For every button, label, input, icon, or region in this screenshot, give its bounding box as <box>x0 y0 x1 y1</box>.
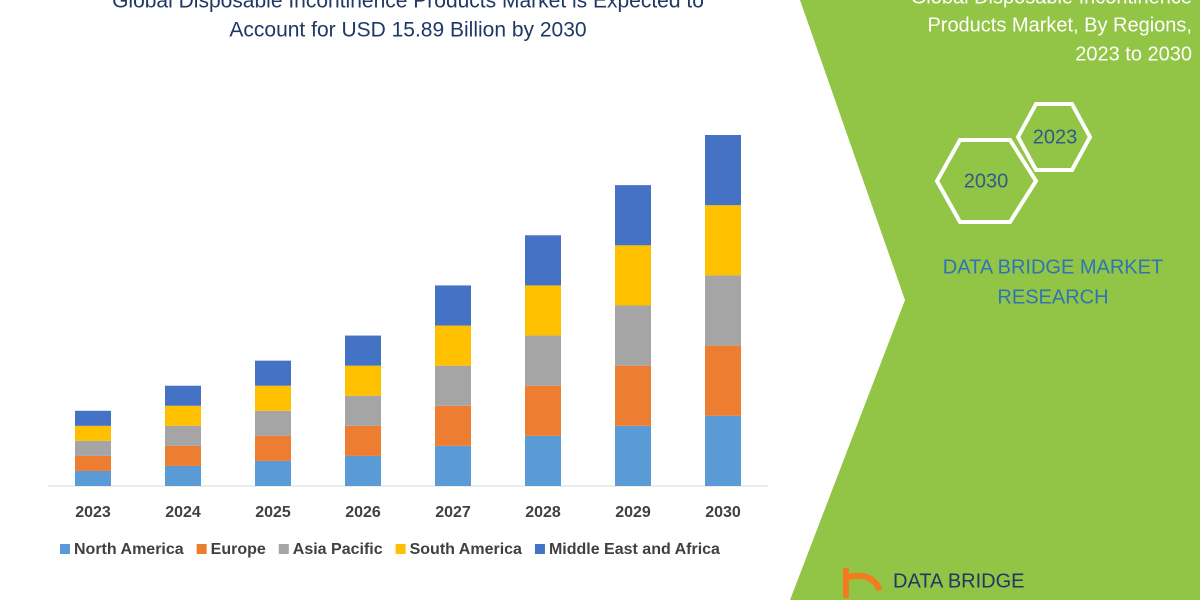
legend-swatch <box>534 544 545 554</box>
x-tick-label: 2023 <box>75 504 111 521</box>
bar-segment <box>525 335 561 386</box>
bar-segment <box>705 345 741 416</box>
side-title: Global Disposable Incontinence <box>911 0 1192 8</box>
bar-segment <box>705 135 741 206</box>
x-tick-label: 2030 <box>705 504 741 521</box>
x-tick-label: 2026 <box>345 504 381 521</box>
legend-label: Middle East and Africa <box>549 541 720 558</box>
chart-title: Account for USD 15.89 Billion by 2030 <box>229 19 586 42</box>
side-panel <box>790 0 1200 600</box>
bar-segment <box>255 385 291 411</box>
bar-segment <box>75 425 111 441</box>
legend-label: Asia Pacific <box>293 541 383 558</box>
bar-segment <box>705 205 741 276</box>
legend-label: South America <box>410 541 522 558</box>
bar-segment <box>435 445 471 486</box>
bar-segment <box>255 410 291 436</box>
x-tick-label: 2027 <box>435 504 471 521</box>
brand-text: RESEARCH <box>997 286 1108 308</box>
bar-segment <box>615 365 651 426</box>
brand-text: DATA BRIDGE MARKET <box>943 256 1163 278</box>
bar-segment <box>525 435 561 486</box>
legend-swatch <box>395 544 406 554</box>
legend-swatch <box>278 544 289 554</box>
hexagon <box>934 138 1039 224</box>
legend-swatch <box>60 544 70 554</box>
legend-label: North America <box>74 541 184 558</box>
bar-segment <box>435 405 471 446</box>
bar-segment <box>435 365 471 406</box>
bar-segment <box>75 455 111 471</box>
chart-title: Global Disposable Incontinence Products … <box>112 0 704 13</box>
bar-segment <box>525 235 561 286</box>
bar-segment <box>75 440 111 456</box>
bar-segment <box>75 410 111 426</box>
bar-segment <box>255 360 291 386</box>
side-title: Products Market, By Regions, <box>927 14 1192 36</box>
bar-segment <box>165 445 201 466</box>
bar-segment <box>165 385 201 406</box>
bar-segment <box>165 425 201 446</box>
bar-segment <box>345 335 381 366</box>
bar-segment <box>705 275 741 346</box>
x-tick-label: 2028 <box>525 504 561 521</box>
bar-segment <box>75 470 111 486</box>
bar-segment <box>255 435 291 461</box>
bar-segment <box>525 285 561 336</box>
x-tick-label: 2029 <box>615 504 651 521</box>
bar-segment <box>165 405 201 426</box>
bar-segment <box>705 415 741 486</box>
bar-segment <box>615 185 651 246</box>
x-tick-label: 2025 <box>255 504 291 521</box>
bar-segment <box>345 455 381 486</box>
bar-segment <box>255 460 291 486</box>
bar-segment <box>435 325 471 366</box>
bar-segment <box>435 285 471 326</box>
bar-segment <box>345 395 381 426</box>
logo-icon <box>843 568 883 598</box>
x-tick-label: 2024 <box>165 504 201 521</box>
bar-segment <box>345 365 381 396</box>
legend-swatch <box>196 544 207 554</box>
hexagon-label: 2023 <box>1033 126 1078 148</box>
bar-segment <box>525 385 561 436</box>
bar-segment <box>615 425 651 486</box>
bar-segment <box>165 465 201 486</box>
hexagon-label: 2030 <box>964 170 1009 192</box>
bar-segment <box>615 245 651 306</box>
bar-segment <box>345 425 381 456</box>
bar-segment <box>615 305 651 366</box>
legend-label: Europe <box>211 541 266 558</box>
hexagon <box>1015 102 1093 172</box>
side-title: 2023 to 2030 <box>1075 43 1192 65</box>
logo-text: DATA BRIDGE <box>893 570 1025 592</box>
